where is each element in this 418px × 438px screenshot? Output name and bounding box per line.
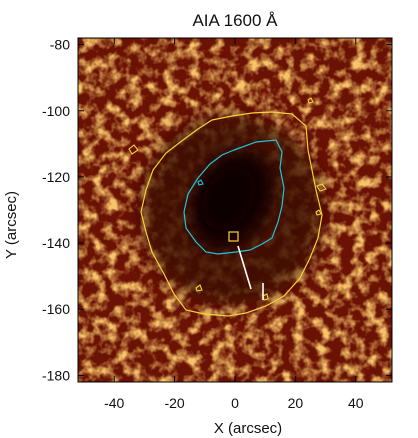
x-tick-label: -40 xyxy=(104,395,124,411)
y-tick-label: -140 xyxy=(42,235,70,251)
solar-image xyxy=(78,38,392,382)
y-tick-label: -120 xyxy=(42,169,70,185)
x-tick-label: 20 xyxy=(288,395,304,411)
y-tick-label: -180 xyxy=(42,367,70,383)
y-axis-title: Y (arcsec) xyxy=(3,191,20,259)
x-axis: -40 -20 0 20 40 xyxy=(104,38,364,411)
inner-contour xyxy=(183,139,285,255)
pointer-line xyxy=(237,245,252,290)
y-tick-label: -80 xyxy=(50,37,70,53)
marker-box xyxy=(228,231,239,242)
y-tick-label: -160 xyxy=(42,301,70,317)
plot-title: AIA 1600 Å xyxy=(192,11,278,30)
y-tick-label: -100 xyxy=(42,103,70,119)
x-tick-label: 40 xyxy=(348,395,364,411)
outer-contour xyxy=(128,97,327,317)
x-axis-title: X (arcsec) xyxy=(214,420,282,437)
x-tick-label: 0 xyxy=(231,395,239,411)
y-axis: -80 -100 -120 -140 -160 -180 xyxy=(42,37,392,383)
x-tick-label: -20 xyxy=(164,395,184,411)
